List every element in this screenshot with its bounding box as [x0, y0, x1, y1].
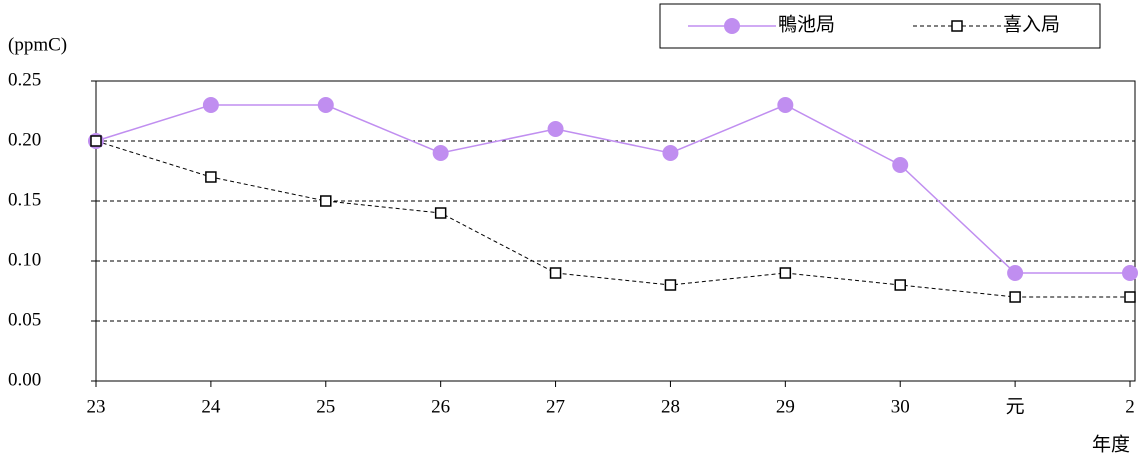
data-point	[894, 279, 906, 291]
x-tick-label: 元	[1006, 396, 1025, 417]
data-point	[1124, 291, 1136, 303]
data-point	[317, 97, 334, 113]
y-tick-label: 0.00	[8, 369, 41, 390]
x-tick-label: 27	[546, 396, 565, 417]
x-tick-label: 23	[87, 396, 106, 417]
data-point	[1009, 291, 1021, 303]
data-point	[320, 195, 332, 207]
x-axis-label: 年度	[1092, 433, 1130, 455]
y-tick-label: 0.20	[8, 129, 41, 150]
legend-label: 喜入局	[1003, 13, 1060, 35]
x-tick-label: 28	[661, 396, 680, 417]
legend-marker	[724, 18, 740, 34]
data-point	[1122, 265, 1138, 281]
data-point	[202, 97, 219, 113]
x-tick-label: 26	[431, 396, 450, 417]
data-point	[547, 121, 564, 137]
legend-marker	[951, 20, 963, 32]
x-tick-label: 25	[316, 396, 335, 417]
plot-border	[95, 80, 1136, 382]
data-point	[549, 267, 562, 279]
y-tick-label: 0.05	[8, 309, 41, 330]
data-point	[205, 171, 217, 183]
data-point	[664, 279, 677, 291]
y-tick-label: 0.15	[8, 189, 41, 210]
data-point	[662, 145, 679, 161]
data-point	[777, 97, 794, 113]
data-point	[432, 145, 449, 161]
legend-label: 鴨池局	[778, 13, 835, 35]
series-line	[95, 140, 1130, 298]
y-tick-label: 0.25	[8, 69, 41, 90]
x-tick-label: 30	[891, 396, 910, 417]
x-tick-label: 29	[776, 396, 795, 417]
data-point	[434, 207, 447, 219]
y-unit-label: (ppmC)	[8, 34, 67, 55]
data-point	[779, 267, 792, 279]
y-tick-label: 0.10	[8, 249, 41, 270]
data-point	[90, 135, 102, 147]
data-point	[1007, 265, 1024, 281]
series-line	[95, 104, 1130, 274]
x-tick-label: 2	[1125, 396, 1135, 417]
data-point	[892, 157, 909, 173]
x-tick-label: 24	[201, 396, 221, 417]
